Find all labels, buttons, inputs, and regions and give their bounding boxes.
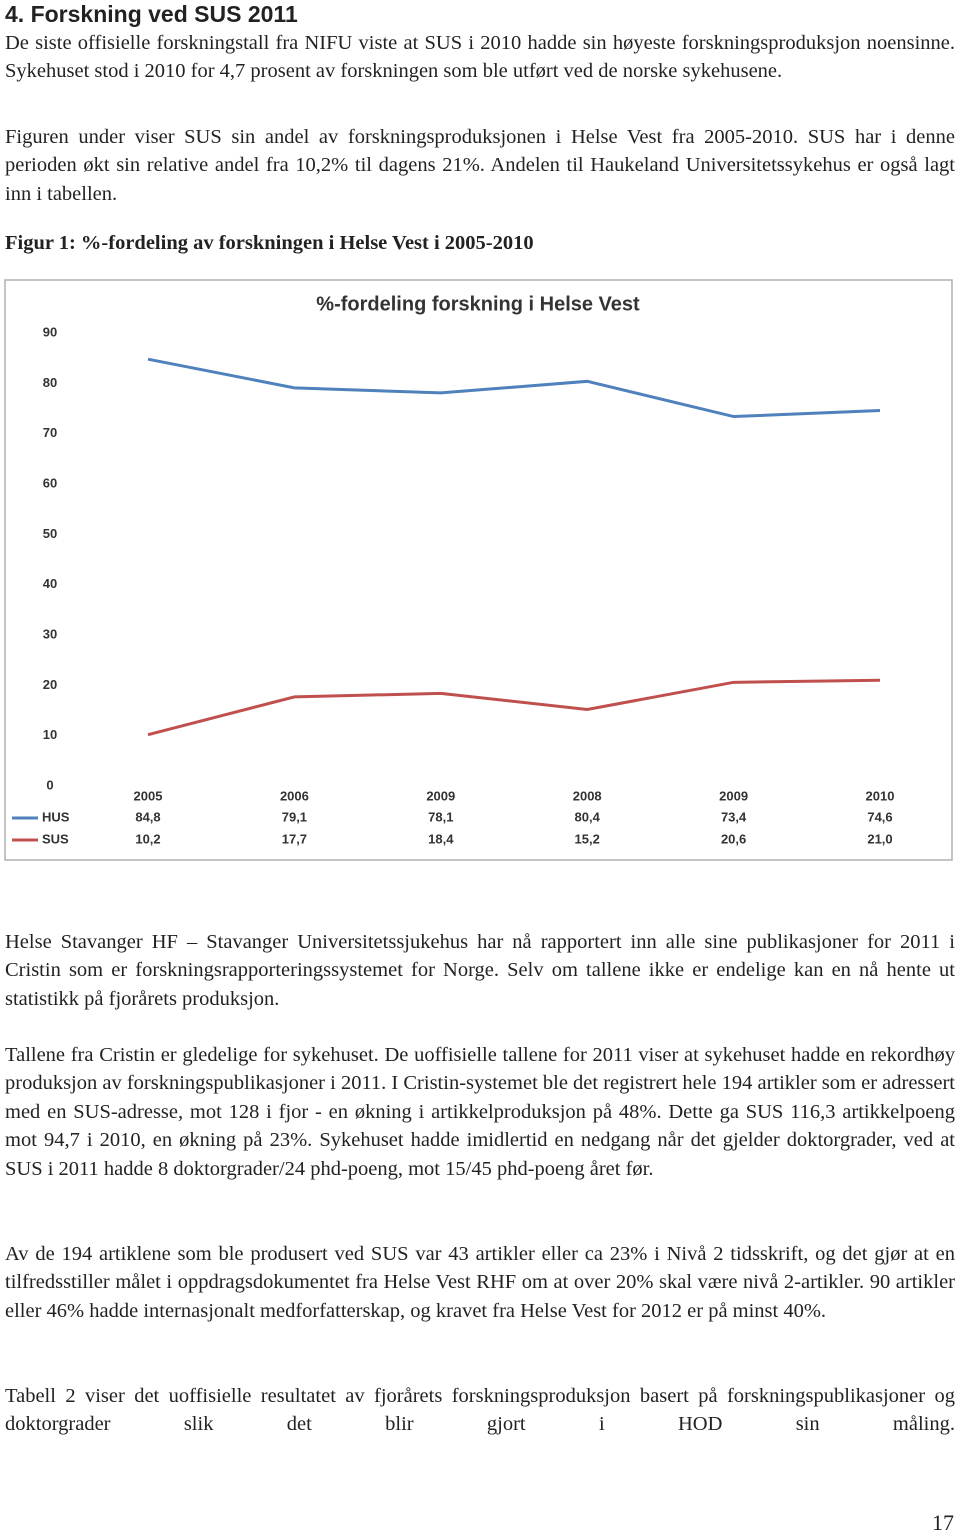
table-value: 74,6 xyxy=(867,809,892,824)
category-label: 2010 xyxy=(866,788,895,803)
data-line xyxy=(147,357,881,419)
heading: 4. Forskning ved SUS 2011 xyxy=(5,1,298,27)
chart-title: %-fordeling forskning i Helse Vest xyxy=(316,293,640,315)
paragraph: Figuren under viser SUS sin andel av for… xyxy=(5,126,955,205)
paragraph: Helse Stavanger HF – Stavanger Universit… xyxy=(5,931,955,1010)
table-value: 78,1 xyxy=(428,809,453,824)
category-label: 2008 xyxy=(573,788,602,803)
table-value: 18,4 xyxy=(428,831,454,846)
data-line xyxy=(147,678,881,737)
legend-label: HUS xyxy=(42,809,70,824)
category-label: 2005 xyxy=(134,788,163,803)
chart: %-fordeling forskning i Helse Vest 0 10 20… xyxy=(4,279,953,861)
y-tick-label: 40 xyxy=(43,576,57,591)
legend-label: SUS xyxy=(42,831,69,846)
table-value: 73,4 xyxy=(721,809,747,824)
table-value: 21,0 xyxy=(867,831,892,846)
paragraph: Tallene fra Cristin er gledelige for syk… xyxy=(5,1044,955,1180)
table-value: 10,2 xyxy=(135,831,160,846)
table-value: 79,1 xyxy=(282,809,307,824)
category-label: 2006 xyxy=(280,788,309,803)
page-number: 17 xyxy=(932,1510,954,1535)
y-tick-label: 90 xyxy=(43,324,57,339)
y-tick-label: 60 xyxy=(43,475,57,490)
table-value: 84,8 xyxy=(135,809,160,824)
figure-caption: Figur 1: %-fordeling av forskningen i He… xyxy=(5,232,534,254)
category-label: 2009 xyxy=(719,788,748,803)
table-value: 17,7 xyxy=(282,831,307,846)
chart-frame xyxy=(4,279,953,861)
y-tick-label: 50 xyxy=(43,526,57,541)
table-value: 15,2 xyxy=(575,831,600,846)
y-tick-label: 10 xyxy=(43,727,57,742)
paragraph: De siste offisielle forskningstall fra N… xyxy=(5,32,955,83)
table-value: 80,4 xyxy=(575,809,601,824)
y-tick-label: 80 xyxy=(43,375,57,390)
paragraph: Av de 194 artiklene som ble produsert ve… xyxy=(5,1243,955,1322)
y-tick-label: 20 xyxy=(43,677,57,692)
y-tick-label: 0 xyxy=(46,777,53,792)
paragraph: Tabell 2 viser det uoffisielle resultate… xyxy=(5,1385,955,1436)
y-tick-label: 30 xyxy=(43,626,57,641)
table-value: 20,6 xyxy=(721,831,746,846)
category-label: 2009 xyxy=(426,788,455,803)
y-tick-label: 70 xyxy=(43,425,57,440)
